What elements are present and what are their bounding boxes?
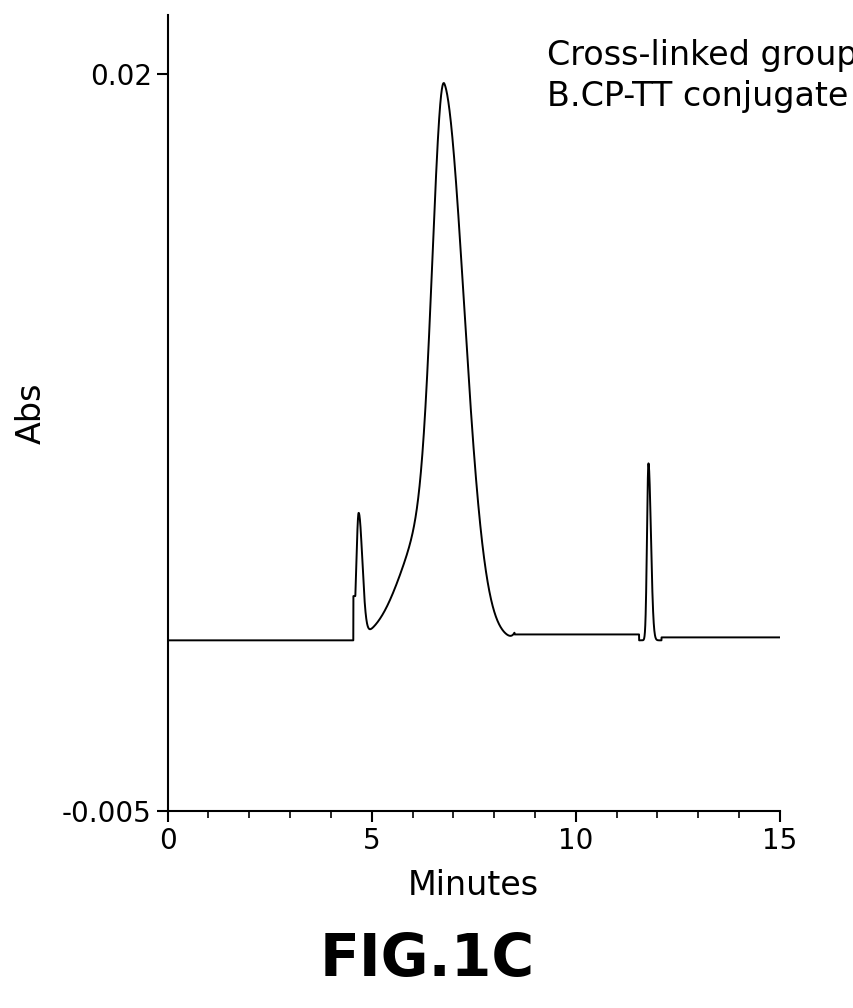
X-axis label: Minutes: Minutes [408,869,539,902]
Y-axis label: Abs: Abs [15,382,48,444]
Text: Cross-linked group
B.CP-TT conjugate: Cross-linked group B.CP-TT conjugate [547,39,853,113]
Text: FIG.1C: FIG.1C [319,930,534,988]
